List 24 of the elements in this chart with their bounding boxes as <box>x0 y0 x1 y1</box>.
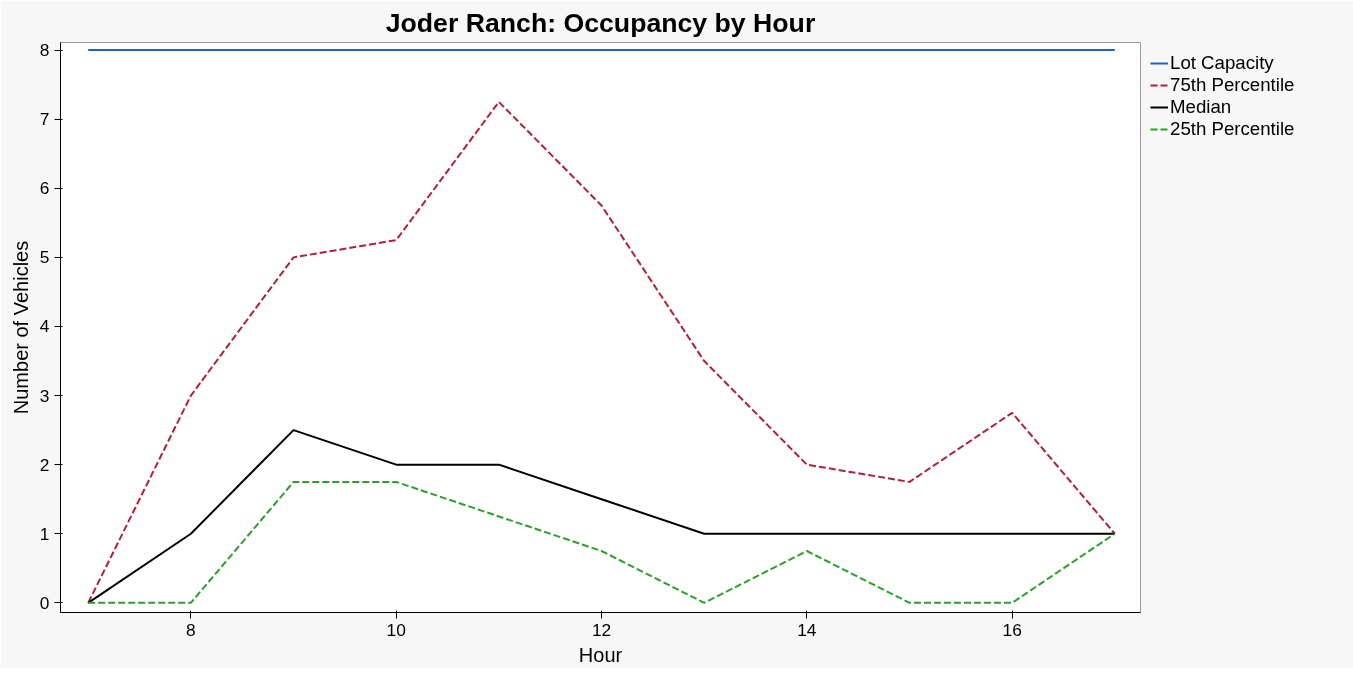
y-tick-label: 5 <box>39 247 50 268</box>
y-tick-label: 0 <box>39 592 50 613</box>
legend-label: 25th Percentile <box>1170 118 1295 140</box>
x-tick-label: 14 <box>797 619 817 640</box>
x-tick-label: 8 <box>186 619 196 640</box>
x-axis-title: Hour <box>578 643 623 666</box>
legend-label: Lot Capacity <box>1170 52 1274 74</box>
y-tick-label: 6 <box>39 178 50 199</box>
line-series <box>87 100 1116 604</box>
chart-title: Joder Ranch: Occupancy by Hour <box>385 7 816 38</box>
y-tick-label: 1 <box>39 523 50 544</box>
y-tick-label: 8 <box>39 40 50 61</box>
y-tick-label: 3 <box>39 385 50 406</box>
y-axis-title: Number of Vehicles <box>9 240 32 415</box>
y-tick-label: 7 <box>39 109 50 130</box>
x-tick-label: 16 <box>1002 619 1022 640</box>
x-tick-label: 10 <box>386 619 406 640</box>
y-tick-label: 4 <box>39 316 50 337</box>
y-tick-label: 2 <box>39 454 50 475</box>
line-series <box>87 480 1116 604</box>
legend-label: Median <box>1170 96 1232 118</box>
line-series <box>87 429 1116 604</box>
x-tick-label: 12 <box>591 619 612 640</box>
legend-label: 75th Percentile <box>1170 74 1295 96</box>
